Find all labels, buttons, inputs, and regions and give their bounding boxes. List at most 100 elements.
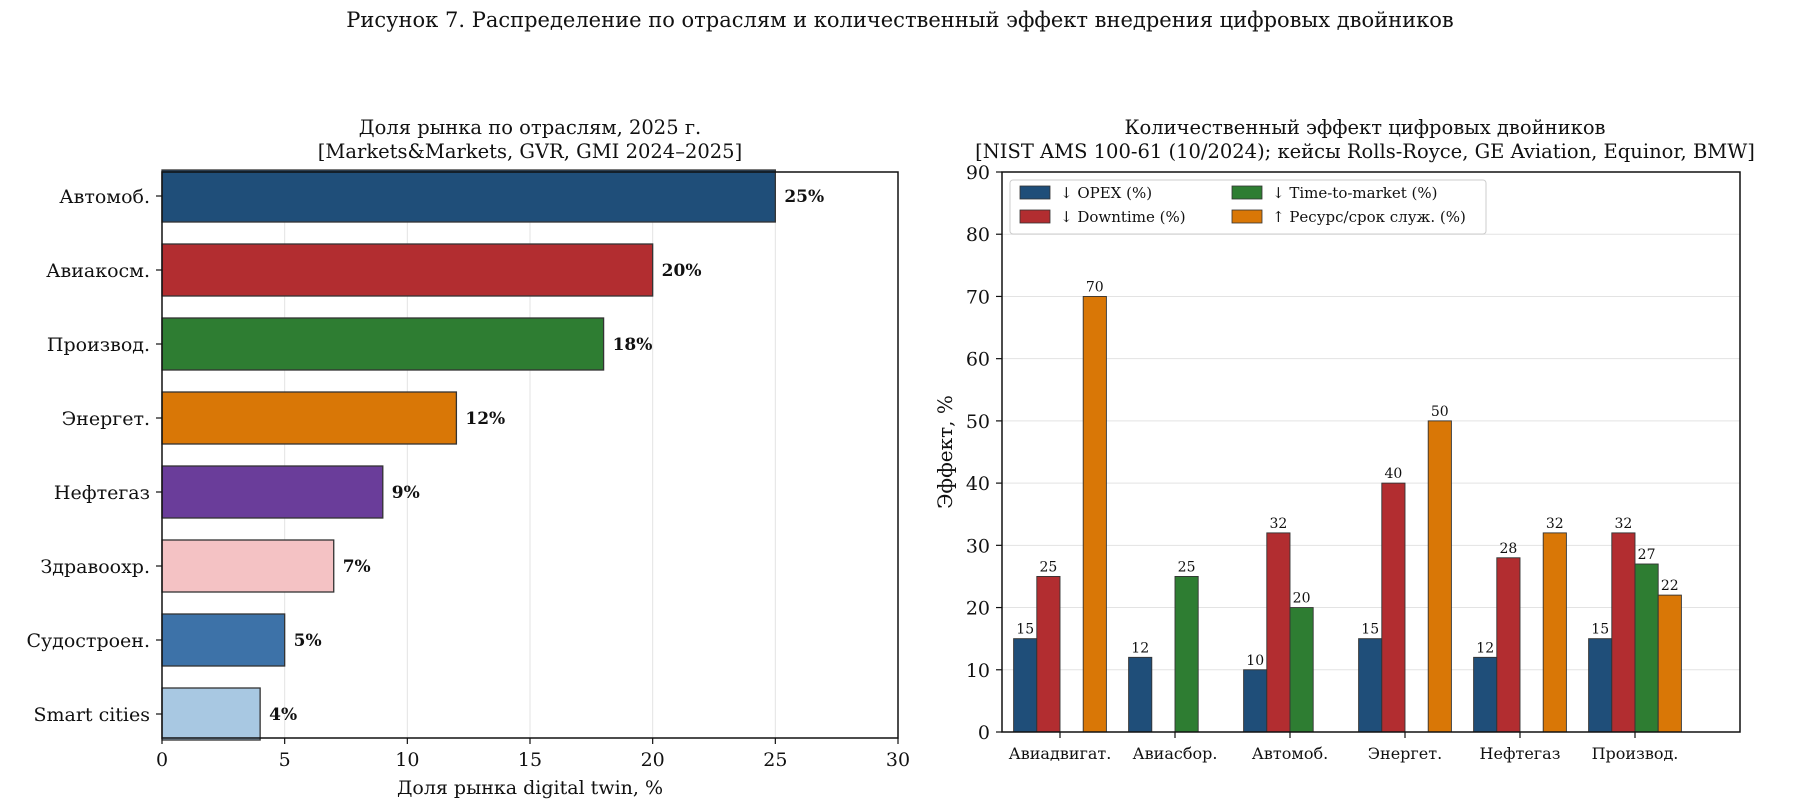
bar-data-label: 15	[1591, 622, 1609, 638]
y-tick-label: 90	[966, 162, 990, 184]
legend: ↓ OPEX (%) ↓ Downtime (%) ↓ Time-to-market…	[1009, 179, 1487, 235]
bar-data-label: 12	[1131, 640, 1149, 656]
bar	[161, 391, 458, 445]
bar-data-label: 7%	[343, 557, 371, 577]
y-tick-label: Автомоб.	[59, 186, 150, 208]
bar	[1013, 638, 1038, 733]
x-tick-label: 0	[156, 749, 168, 771]
left-chart-title-line-2: [Markets&Markets, GVR, GMI 2024–2025]	[317, 140, 743, 163]
x-tick-label: 10	[395, 749, 419, 771]
bar-data-label: 20	[1293, 591, 1311, 607]
y-tick-label: Нефтегаз	[54, 482, 150, 504]
y-tick-label: 70	[966, 286, 990, 308]
legend-entry: ↑ Ресурс/срок служ. (%)	[1272, 208, 1466, 226]
x-tick-label: Нефтегаз	[1480, 744, 1561, 763]
bar	[1036, 575, 1061, 733]
left-chart-title-line-1: Доля рынка по отраслям, 2025 г.	[358, 116, 702, 139]
legend-entry: ↓ OPEX (%)	[1060, 184, 1152, 202]
digital-twin-effect-chart: 0 10 20 30 40 50 60 70 80 90 15 25 70 Авиадвигат. 12 25…	[933, 162, 1741, 763]
bar	[1542, 532, 1567, 733]
bar-data-label: 40	[1384, 466, 1402, 482]
bar	[1128, 656, 1153, 733]
bar	[1266, 532, 1291, 733]
x-tick-label: 30	[886, 749, 910, 771]
bar-data-label: 70	[1086, 279, 1104, 295]
y-tick-label: Авиакосм.	[46, 260, 150, 282]
bar-data-label: 5%	[294, 631, 322, 651]
x-tick-label: Энергет.	[1368, 744, 1442, 763]
bar-data-label: 27	[1638, 547, 1656, 563]
bar	[161, 613, 286, 667]
x-tick-label: Производ.	[1592, 744, 1679, 763]
x-axis-label: Доля рынка digital twin, %	[397, 777, 663, 799]
market-share-chart: 25% Автомоб. 20% Авиакосм. 18% Производ. 12% Эн…	[26, 169, 910, 799]
bar-data-label: 15	[1361, 622, 1379, 638]
bar-data-label: 22	[1661, 578, 1679, 594]
bar	[161, 465, 384, 519]
x-tick-label: 25	[763, 749, 787, 771]
y-tick-label: Smart cities	[33, 704, 150, 726]
x-tick-label: 15	[518, 749, 542, 771]
legend-swatch	[1019, 185, 1051, 200]
y-tick-label: 80	[966, 224, 990, 246]
bar-data-label: 32	[1269, 516, 1287, 532]
bar-data-label: 18%	[613, 335, 653, 355]
y-tick-label: 60	[966, 349, 990, 371]
bar-data-label: 32	[1614, 516, 1632, 532]
bar-data-label: 15	[1016, 622, 1034, 638]
bar	[161, 687, 261, 741]
bar	[1174, 575, 1199, 733]
y-axis-label: Эффект, %	[933, 395, 957, 509]
left-chart-title: Доля рынка по отраслям, 2025 г. [Markets…	[162, 116, 898, 164]
legend-swatch	[1019, 209, 1051, 224]
bar	[1381, 482, 1406, 733]
x-tick-label: 5	[279, 749, 291, 771]
y-tick-label: 0	[978, 722, 990, 744]
legend-swatch	[1231, 185, 1263, 200]
bar-data-label: 25	[1178, 559, 1196, 575]
bar-data-label: 20%	[662, 261, 702, 281]
bar	[1473, 656, 1498, 733]
figure-title: Рисунок 7. Распределение по отраслям и к…	[346, 8, 1454, 32]
bar-data-label: 10	[1246, 653, 1264, 669]
bar	[1082, 295, 1107, 733]
bar-data-label: 25	[1039, 559, 1057, 575]
bar	[1289, 607, 1314, 733]
bar-data-label: 50	[1431, 404, 1449, 420]
y-tick-label: 10	[966, 660, 990, 682]
legend-swatch	[1231, 209, 1263, 224]
y-tick-label: 40	[966, 473, 990, 495]
bar	[1496, 557, 1521, 733]
x-tick-label: Авиадвигат.	[1009, 744, 1112, 763]
right-chart-title-line-2: [NIST AMS 100-61 (10/2024); кейсы Rolls-…	[975, 140, 1755, 163]
bar	[161, 169, 776, 223]
bar-data-label: 32	[1546, 516, 1564, 532]
bar	[1588, 638, 1613, 733]
plot-frame	[1001, 171, 1741, 733]
bar	[1634, 563, 1659, 733]
bar-data-label: 28	[1499, 541, 1517, 557]
y-tick-label: Энергет.	[62, 408, 150, 430]
x-tick-label: Автомоб.	[1252, 744, 1328, 763]
bar-data-label: 4%	[269, 705, 297, 725]
bar	[1427, 420, 1452, 733]
legend-frame	[1009, 179, 1487, 235]
right-chart-title: Количественный эффект цифровых двойников…	[930, 116, 1800, 164]
bar-data-label: 25%	[784, 187, 824, 207]
legend-entry: ↓ Time-to-market (%)	[1272, 184, 1438, 202]
x-tick-label: Авиасбор.	[1133, 744, 1218, 763]
bar-data-label: 12%	[465, 409, 505, 429]
y-tick-label: Судостроен.	[26, 630, 150, 652]
bar	[1657, 594, 1682, 733]
plot-frame	[161, 171, 899, 739]
right-chart-title-line-1: Количественный эффект цифровых двойников	[1124, 116, 1606, 139]
legend-entry: ↓ Downtime (%)	[1060, 208, 1186, 226]
bar-data-label: 12	[1476, 640, 1494, 656]
y-tick-label: Производ.	[47, 334, 150, 356]
bar	[161, 539, 335, 593]
bar	[1243, 669, 1268, 733]
y-tick-label: Здравоохр.	[40, 556, 150, 578]
bar	[1358, 638, 1383, 733]
y-tick-label: 50	[966, 411, 990, 433]
